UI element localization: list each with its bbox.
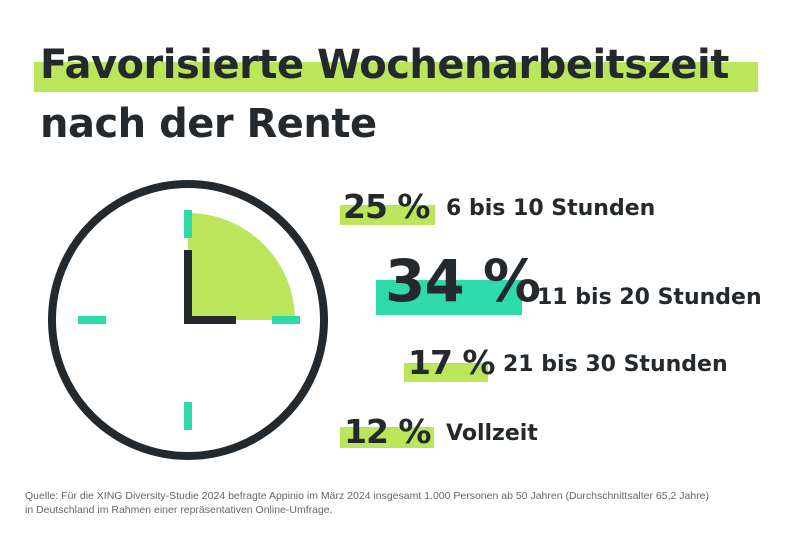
value-highlight-2 <box>376 280 522 315</box>
clock-icon <box>48 180 328 460</box>
title-highlight <box>34 62 758 92</box>
value-label-4: 12 % <box>344 412 431 451</box>
value-highlight-4 <box>340 427 434 448</box>
value-label-3: 17 % <box>408 343 495 382</box>
value-label-2: 34 % <box>385 247 541 315</box>
category-label-1: 6 bis 10 Stunden <box>446 196 656 221</box>
value-highlight-3 <box>404 363 488 382</box>
clock-hands <box>184 250 236 324</box>
tick-12 <box>184 210 192 238</box>
page-title-line1: Favorisierte Wochenarbeitszeit <box>40 42 729 88</box>
value-label-1: 25 % <box>343 187 430 226</box>
clock-sector <box>188 213 295 320</box>
tick-9 <box>78 316 106 324</box>
category-label-3: 21 bis 30 Stunden <box>503 352 728 377</box>
category-label-2: 11 bis 20 Stunden <box>537 285 762 310</box>
page-title-line2: nach der Rente <box>40 101 377 147</box>
clock-face <box>48 180 328 460</box>
source-note-line1: Quelle: Für die XING Diversity-Studie 20… <box>25 490 710 502</box>
value-highlight-1 <box>340 205 435 225</box>
tick-3 <box>272 316 300 324</box>
category-label-4: Vollzeit <box>446 421 538 446</box>
tick-6 <box>184 402 192 430</box>
source-note-line2: in Deutschland im Rahmen einer repräsent… <box>25 504 333 516</box>
